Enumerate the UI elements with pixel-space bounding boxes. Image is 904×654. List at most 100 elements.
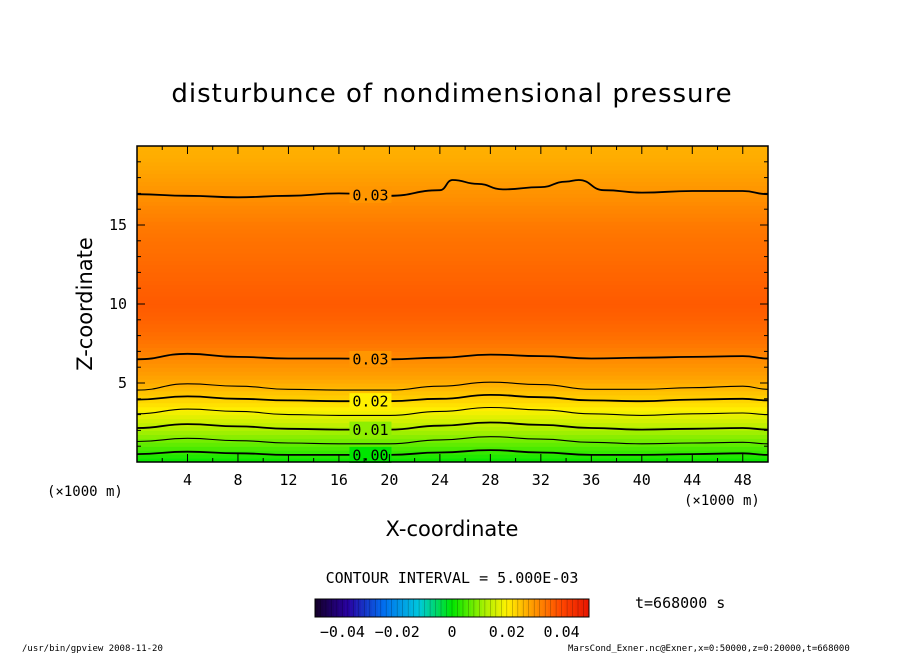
colorbar-segment <box>457 599 461 617</box>
colorbar-segment <box>454 599 458 617</box>
field-band <box>137 189 768 194</box>
field-band <box>137 339 768 345</box>
field-band <box>137 351 768 356</box>
colorbar-segment <box>441 599 445 617</box>
colorbar-segment <box>515 599 519 617</box>
field-band <box>137 438 768 443</box>
x-tick-label: 8 <box>233 471 242 489</box>
colorbar-segment <box>586 599 590 617</box>
x-axis: 4 8 12 16 20 24 28 32 36 40 44 48 <box>161 146 752 489</box>
colorbar-segment <box>493 599 497 617</box>
colorbar-segment <box>575 599 579 617</box>
colorbar-segment <box>421 599 425 617</box>
colorbar-segment <box>430 599 434 617</box>
contour-label-bg <box>349 186 392 203</box>
colorbar-segment <box>517 599 521 617</box>
colorbar-segment <box>399 599 403 617</box>
colorbar-segment <box>462 599 466 617</box>
field-band <box>137 268 768 273</box>
colorbar-segment <box>317 599 321 617</box>
footer-program: /usr/bin/gpview 2008-11-20 <box>22 644 163 654</box>
colorbar-segment <box>361 599 365 617</box>
colorbar-segment <box>578 599 582 617</box>
field-band <box>137 248 768 254</box>
x-tick-label: 44 <box>683 471 701 489</box>
field-band <box>137 276 768 281</box>
field-band <box>137 240 768 246</box>
field-band <box>137 260 768 266</box>
colorbar-segment <box>328 599 332 617</box>
field-band <box>137 288 768 293</box>
colorbar-segment <box>509 599 513 617</box>
colorbar-segment <box>465 599 469 617</box>
colorbar-segment <box>490 599 494 617</box>
colorbar-segment <box>386 599 390 617</box>
colorbar-segment <box>432 599 436 617</box>
field-band <box>137 217 768 222</box>
colorbar-segment <box>443 599 447 617</box>
field-band <box>137 185 768 190</box>
field-band <box>137 414 768 420</box>
field-band <box>137 300 768 305</box>
footer-source: MarsCond_Exner.nc@Exner,x=0:50000,z=0:20… <box>568 644 850 654</box>
field-band <box>137 252 768 258</box>
colorbar-segment <box>323 599 327 617</box>
contour-line <box>137 352 768 361</box>
colorbar-segment <box>364 599 368 617</box>
y-tick-label: 5 <box>118 374 127 392</box>
contour-label: 0.03 <box>352 186 388 204</box>
colorbar-segment <box>380 599 384 617</box>
colorbar-segment <box>367 599 371 617</box>
colorbar-segment <box>347 599 351 617</box>
colorbar-segment <box>534 599 538 617</box>
field-band <box>137 454 768 459</box>
contour-line <box>137 179 768 199</box>
colorbar-segment <box>473 599 477 617</box>
field-band <box>137 256 768 262</box>
field-band <box>137 193 768 198</box>
colorbar-segment <box>358 599 362 617</box>
field-band <box>137 335 768 341</box>
field-band <box>137 165 768 171</box>
field-band <box>137 169 768 175</box>
colorbar-segment <box>345 599 349 617</box>
field-band <box>137 319 768 325</box>
colorbar-segment <box>583 599 587 617</box>
colorbar-segment <box>408 599 412 617</box>
field-band <box>137 272 768 277</box>
field-band <box>137 308 768 313</box>
field-band <box>137 394 768 400</box>
field-band <box>137 402 768 408</box>
x-tick-label: 40 <box>633 471 651 489</box>
colorbar-segment <box>388 599 393 617</box>
colorbar-segment <box>528 599 532 617</box>
x-tick-label: 32 <box>532 471 550 489</box>
colorbar-segment <box>482 599 486 617</box>
contour-label: 0.03 <box>352 351 388 369</box>
contour-label: 0.01 <box>352 421 388 439</box>
field-band <box>137 315 768 321</box>
colorbar-segment <box>523 599 527 617</box>
colorbar-segment <box>397 599 401 617</box>
chart-title: disturbunce of nondimensional pressure <box>171 79 732 109</box>
field-band <box>137 386 768 392</box>
colorbar-ticks: −0.04 −0.02 0 0.02 0.04 <box>320 623 580 641</box>
field-band <box>137 244 768 250</box>
colorbar-segment <box>580 599 584 617</box>
field-band <box>137 367 768 372</box>
field-band <box>137 323 768 329</box>
contour-label-bg <box>349 446 392 463</box>
field-band <box>137 225 768 230</box>
field-band <box>137 213 768 218</box>
colorbar-segment <box>419 599 423 617</box>
x-tick-label: 20 <box>380 471 398 489</box>
field-band <box>137 371 768 376</box>
field-band <box>137 418 768 424</box>
contour-interval: CONTOUR INTERVAL = 5.000E-03 <box>326 569 579 587</box>
colorbar-segment <box>410 599 414 617</box>
colorbar-segment <box>525 599 530 617</box>
colorbar-segment <box>550 599 554 617</box>
colorbar-segment <box>567 599 571 617</box>
pressure-field <box>137 146 768 462</box>
